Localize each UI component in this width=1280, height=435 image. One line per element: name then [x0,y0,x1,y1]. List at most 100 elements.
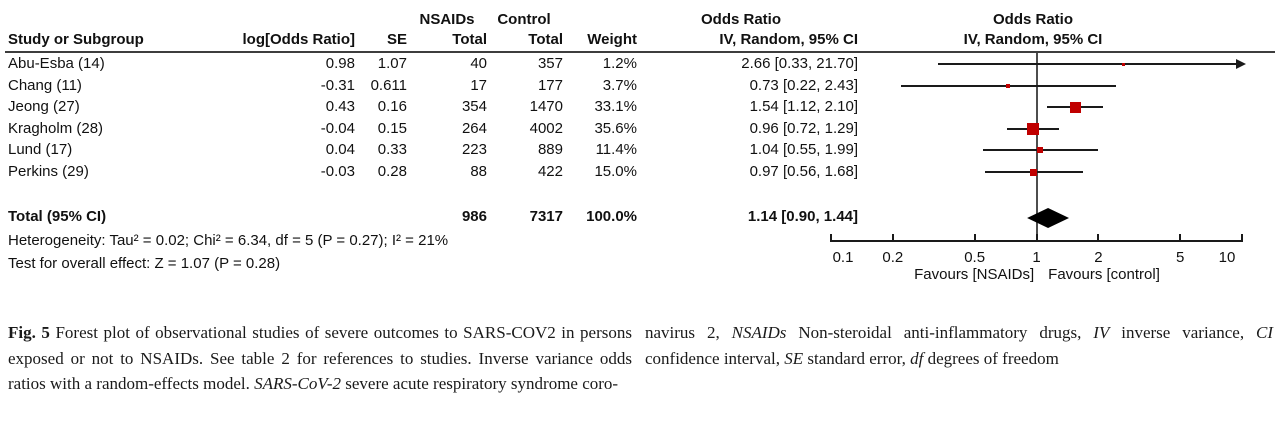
caption-run: severe acute respiratory syndrome coro- [341,374,619,393]
caption-run: inverse variance, [1109,323,1256,342]
favours-left-label: Favours [NSAIDs] [914,266,1035,283]
logor-column-header: log[Odds Ratio] [242,31,356,48]
axis-tick [1035,234,1038,242]
nsaids-group-header: NSAIDs [419,11,475,28]
method-column-header-left: IV, Random, 95% CI [719,31,858,48]
or-marker [1026,122,1039,135]
overall-effect-text: Test for overall effect: Z = 1.07 (P = 0… [8,255,281,272]
caption-left-column: Fig. 5 Forest plot of observational stud… [8,320,632,397]
nsaids-total-column-header: Total [452,31,487,48]
study-weight: 11.4% [595,141,637,159]
study-log-or: -0.04 [320,119,355,137]
study-or-ci: 1.54 [1.12, 2.10] [749,98,858,116]
ci-arrow-right [1236,59,1246,69]
study-weight: 33.1% [594,98,637,116]
caption-run: NSAIDs [731,323,787,342]
study-nsaids-total: 88 [470,163,487,180]
study-log-or: 0.98 [325,55,355,72]
study-or-ci: 1.04 [0.55, 1.99] [749,141,858,159]
study-se: 0.15 [377,119,407,137]
study-name: Lund (17) [8,141,73,159]
caption-run: df [910,348,924,368]
study-control-total: 4002 [529,119,563,137]
axis-tick-label: 0.2 [882,249,904,266]
study-control-total: 1470 [529,98,563,116]
study-or-ci: 0.96 [0.72, 1.29] [749,119,858,137]
axis-tick [1241,234,1243,242]
caption-run: Forest plot of observational studies of … [8,323,632,393]
caption-run: Non-steroidal anti-inflammatory drugs, [786,323,1094,342]
or-marker [1030,168,1038,176]
study-name: Jeong (27) [8,98,80,116]
axis-tick [973,234,976,242]
header-rule [5,51,1275,53]
study-se: 0.611 [370,76,407,94]
study-se: 0.16 [377,98,407,116]
or-marker [1006,83,1011,88]
heterogeneity-text: Heterogeneity: Tau² = 0.02; Chi² = 6.34,… [8,232,449,249]
or-marker [1069,101,1081,113]
study-se: 0.28 [377,163,407,180]
study-or-ci: 0.97 [0.56, 1.68] [749,163,858,180]
caption-run: degrees of freedom [923,348,1059,368]
axis-tick [1097,234,1100,242]
study-name: Perkins (29) [8,163,89,180]
study-se: 1.07 [377,55,407,72]
caption-run: SARS-CoV-2 [254,374,342,393]
odds-ratio-header-right: Odds Ratio [992,11,1073,28]
study-nsaids-total: 17 [470,76,487,94]
favours-right-label: Favours [control] [1048,266,1160,283]
control-group-header: Control [497,11,551,28]
control-total-column-header: Total [528,31,563,48]
axis-tick [891,234,894,242]
method-column-header-right: IV, Random, 95% CI [963,31,1103,48]
study-control-total: 422 [537,163,563,180]
or-marker [1122,62,1126,66]
study-weight: 1.2% [602,55,637,72]
axis-tick-label: 2 [1094,249,1103,266]
study-nsaids-total: 354 [461,98,487,116]
pooled-diamond [1027,208,1070,228]
total-weight: 100.0% [586,208,637,225]
caption-run: IV [1093,323,1110,342]
caption-run: SE [784,348,804,368]
weight-column-header: Weight [587,31,637,48]
study-control-total: 177 [537,76,563,94]
axis-tick [830,234,832,242]
axis-tick-label: 0.1 [832,249,854,266]
axis-tick-label: 10 [1218,249,1236,266]
caption-run: navirus 2, [645,323,732,342]
total-nsaids-total: 986 [461,208,487,225]
se-column-header: SE [386,31,407,48]
study-name: Abu-Esba (14) [8,55,105,72]
study-log-or: -0.03 [320,163,355,180]
favours-labels: Favours [NSAIDs] Favours [control] [837,266,1237,283]
axis-tick [1179,234,1182,242]
study-column-header: Study or Subgroup [8,31,144,48]
study-se: 0.33 [377,141,407,159]
study-control-total: 889 [537,141,563,159]
total-row-label: Total (95% CI) [8,208,107,225]
axis-tick-label: 1 [1032,249,1041,266]
caption-run: confidence interval, [645,348,785,368]
study-weight: 3.7% [602,76,637,94]
ci-line [937,63,1236,65]
study-weight: 35.6% [594,119,637,137]
caption-run: standard error, [803,348,911,368]
study-log-or: 0.43 [325,98,355,116]
study-nsaids-total: 40 [470,55,487,72]
odds-ratio-header-left: Odds Ratio [700,11,781,28]
caption-run: Fig. 5 [8,323,50,342]
study-nsaids-total: 223 [461,141,487,159]
axis-tick-label: 0.5 [964,249,986,266]
study-nsaids-total: 264 [461,119,487,137]
caption-right-column: navirus 2, NSAIDs Non-steroidal anti-inf… [645,320,1273,371]
axis-tick-label: 5 [1175,249,1185,266]
study-control-total: 357 [537,55,563,72]
study-or-ci: 0.73 [0.22, 2.43] [749,76,858,94]
total-control-total: 7317 [529,208,563,225]
or-marker [1037,147,1043,154]
study-weight: 15.0% [594,163,637,180]
study-log-or: 0.04 [325,141,355,159]
